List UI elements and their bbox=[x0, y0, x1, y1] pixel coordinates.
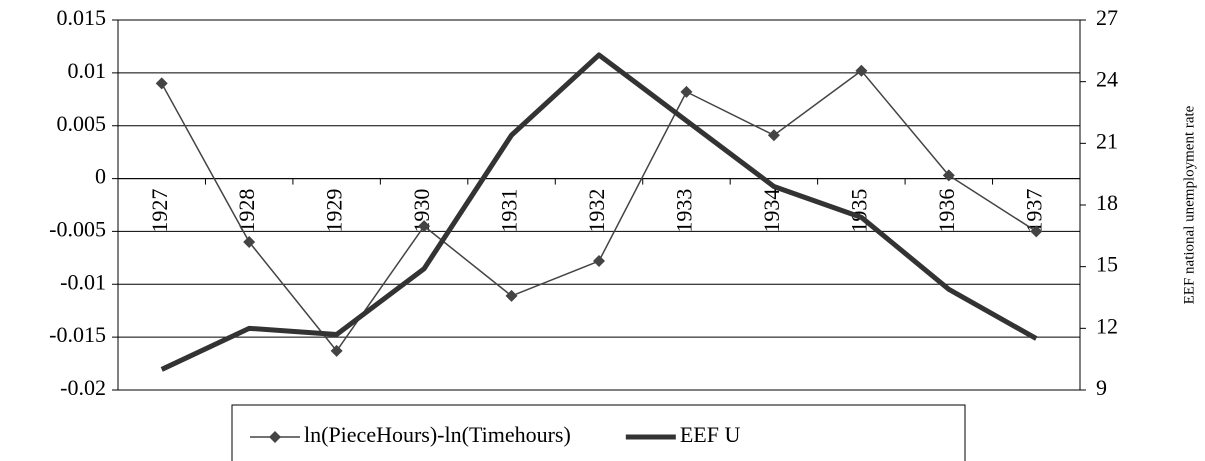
legend-marker bbox=[269, 431, 281, 443]
y-tick-label: -0.02 bbox=[60, 375, 106, 400]
y-tick-label: 0.01 bbox=[68, 58, 107, 83]
y2-tick-label: 18 bbox=[1096, 190, 1118, 215]
y-tick-label: -0.015 bbox=[49, 322, 106, 347]
x-tick-label: 1929 bbox=[322, 189, 347, 233]
y-tick-label: -0.01 bbox=[60, 269, 106, 294]
y-tick-label: 0.005 bbox=[57, 111, 107, 136]
data-point bbox=[593, 255, 605, 268]
x-tick-label: 1928 bbox=[234, 189, 259, 233]
data-point bbox=[243, 236, 256, 248]
y2-tick-label: 24 bbox=[1096, 67, 1118, 92]
x-tick-label: 1937 bbox=[1021, 189, 1046, 233]
data-point bbox=[767, 129, 780, 142]
data-point bbox=[505, 289, 518, 302]
y2-tick-label: 21 bbox=[1096, 128, 1118, 153]
data-point bbox=[855, 64, 868, 77]
y-tick-label: 0.015 bbox=[57, 5, 107, 30]
data-point bbox=[155, 77, 168, 90]
y2-tick-label: 9 bbox=[1096, 375, 1107, 400]
y2-axis-label: EEF national unemployment rate bbox=[1181, 105, 1197, 304]
y-tick-label: -0.005 bbox=[49, 216, 106, 241]
x-tick-label: 1935 bbox=[846, 189, 871, 233]
data-point bbox=[418, 220, 431, 233]
data-point bbox=[680, 85, 693, 98]
x-tick-label: 1932 bbox=[584, 189, 609, 233]
series-line bbox=[160, 52, 1038, 372]
x-tick-label: 1934 bbox=[759, 189, 784, 233]
y2-tick-label: 12 bbox=[1096, 313, 1118, 338]
y-tick-label: 0 bbox=[95, 164, 106, 189]
x-tick-label: 1933 bbox=[672, 189, 697, 233]
legend-box bbox=[231, 404, 966, 461]
legend-label: ln(PieceHours)-ln(Timehours) bbox=[304, 422, 571, 447]
x-tick-label: 1927 bbox=[147, 189, 172, 233]
y2-tick-label: 27 bbox=[1096, 5, 1118, 30]
x-tick-label: 1931 bbox=[497, 189, 522, 233]
data-point bbox=[1030, 225, 1043, 238]
x-tick-label: 1936 bbox=[934, 189, 959, 233]
data-point bbox=[330, 344, 343, 357]
y2-tick-label: 15 bbox=[1096, 252, 1118, 277]
data-point bbox=[942, 169, 955, 182]
legend-label: EEF U bbox=[680, 422, 741, 447]
